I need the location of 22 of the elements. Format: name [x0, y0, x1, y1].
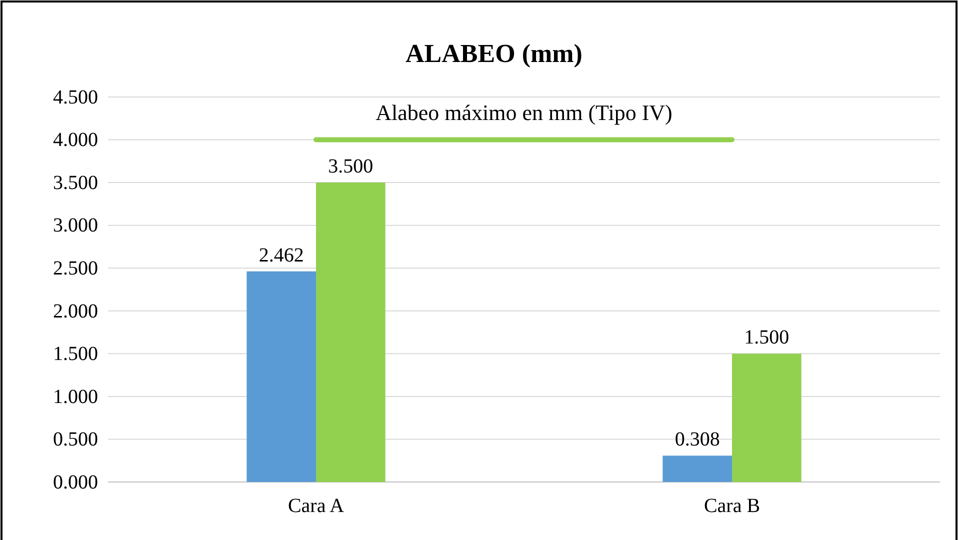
data-label: 3.500	[328, 156, 374, 178]
y-tick-label: 1.500	[53, 343, 98, 366]
y-tick-label: 0.500	[53, 428, 98, 451]
y-tick-label: 0.000	[53, 471, 98, 494]
data-label: 2.462	[258, 244, 304, 266]
y-tick-label: 3.500	[53, 172, 98, 194]
series-label: Alabeo máximo en mm (Tipo IV)	[376, 100, 672, 125]
bar	[246, 271, 316, 482]
x-tick-label: Cara A	[288, 495, 345, 518]
x-tick-label: Cara B	[704, 495, 760, 518]
y-tick-label: 4.500	[53, 86, 98, 108]
y-tick-label: 2.500	[53, 258, 98, 280]
y-tick-label: 4.000	[53, 129, 98, 152]
data-label: 0.308	[674, 428, 720, 451]
y-tick-label: 3.000	[53, 214, 98, 237]
bar	[316, 182, 386, 482]
y-tick-label: 1.000	[53, 386, 98, 408]
bar	[732, 354, 802, 482]
y-tick-label: 2.000	[53, 300, 98, 322]
data-label: 1.500	[744, 326, 790, 349]
chart-title: ALABEO (mm)	[406, 39, 582, 68]
bar	[662, 456, 732, 482]
